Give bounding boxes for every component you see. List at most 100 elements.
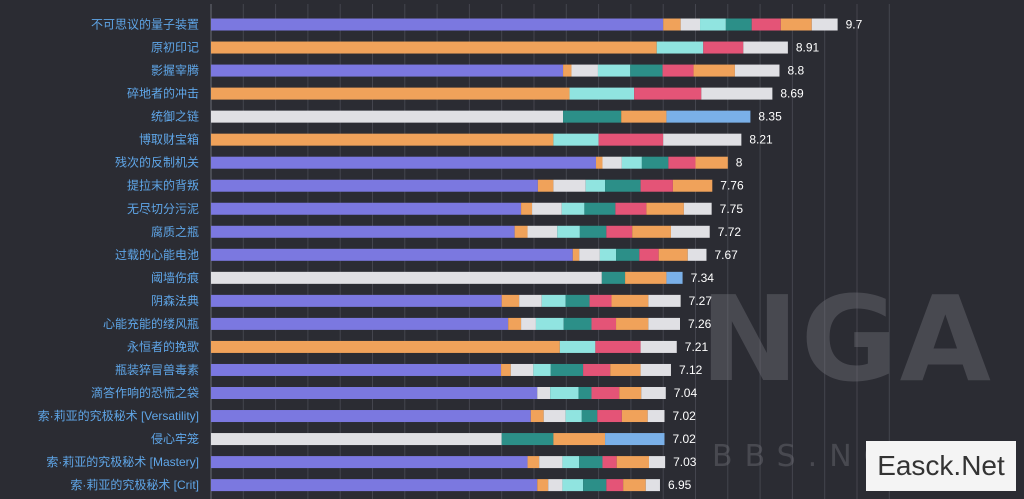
bar-segment — [687, 248, 707, 261]
bar-segment — [601, 271, 626, 284]
bar-segment — [606, 479, 624, 492]
bar-segment — [595, 340, 641, 353]
bar-segment — [211, 340, 560, 353]
bar-segment — [211, 456, 528, 469]
value-label: 8.35 — [758, 110, 782, 124]
bar-segment — [640, 179, 673, 192]
bar-segment — [632, 225, 671, 238]
bar-segment — [811, 18, 838, 31]
category-label: 提拉末的背叛 — [127, 178, 199, 193]
bar-segment — [563, 64, 572, 77]
category-label: 原初印记 — [151, 41, 199, 55]
bar-segment — [596, 156, 603, 169]
bar-row: 心能充能的缕风瓶 7.26 — [103, 316, 712, 331]
bar-row: 原初印记 8.91 — [151, 41, 820, 55]
bar-segment — [211, 18, 664, 31]
bar-segment — [599, 248, 617, 261]
bar-segment — [527, 225, 558, 238]
bar-segment — [672, 179, 713, 192]
category-label: 过载的心能电池 — [115, 247, 199, 262]
bar-segment — [648, 317, 680, 330]
category-label: 侵心牢笼 — [151, 431, 199, 446]
category-label: 统御之链 — [151, 109, 199, 124]
bar-segment — [211, 294, 502, 307]
bar-row: 索·莉亚的究极秘术 [Mastery] 7.03 — [46, 454, 697, 469]
bar-segment — [625, 271, 667, 284]
bar-segment — [591, 386, 620, 399]
bar-segment — [611, 294, 649, 307]
bar-segment — [537, 179, 554, 192]
bar-segment — [663, 18, 681, 31]
bar-segment — [211, 317, 509, 330]
category-label: 残次的反制机关 — [115, 155, 199, 170]
category-label: 索·莉亚的究极秘术 [Mastery] — [46, 454, 199, 469]
bar-row: 瓶装猝冒兽毒素 7.12 — [115, 363, 703, 377]
bar-segment — [562, 456, 580, 469]
bar-segment — [641, 156, 669, 169]
category-label: 永恒者的挽歌 — [127, 339, 199, 354]
bar-segment — [725, 18, 752, 31]
bar-segment — [532, 202, 562, 215]
bar-row: 碎地者的冲击 8.69 — [127, 86, 804, 101]
bar-segment — [656, 41, 704, 54]
brand-badge: Easck.Net — [866, 441, 1016, 491]
bar-segment — [578, 386, 592, 399]
bar-segment — [695, 156, 728, 169]
category-label: 索·莉亚的究极秘术 [Versatility] — [38, 408, 199, 423]
value-label: 6.95 — [668, 478, 692, 492]
bar-segment — [648, 294, 681, 307]
bar-segment — [211, 410, 531, 423]
bar-segment — [623, 479, 646, 492]
bar-segment — [521, 317, 536, 330]
bar-row: 影握宰腾 8.8 — [151, 63, 805, 78]
bar-row: 永恒者的挽歌 7.21 — [127, 339, 708, 354]
bar-segment — [561, 202, 585, 215]
bar-row: 统御之链 8.35 — [151, 109, 782, 124]
bar-segment — [645, 479, 660, 492]
bar-row: 滴答作响的恐慌之袋 7.04 — [91, 385, 697, 400]
bar-segment — [211, 386, 538, 399]
bar-segment — [571, 64, 598, 77]
bar-segment — [541, 294, 566, 307]
bar-segment — [583, 479, 607, 492]
bar-segment — [501, 294, 520, 307]
bar-segment — [646, 202, 684, 215]
bar-segment — [569, 87, 635, 100]
bar-row: 阴森法典 7.27 — [151, 293, 712, 308]
category-label: 滴答作响的恐慌之袋 — [91, 385, 199, 400]
value-label: 7.02 — [672, 432, 696, 446]
bar-segment — [616, 317, 649, 330]
value-label: 7.26 — [688, 317, 712, 331]
bar-segment — [621, 410, 648, 423]
bar-segment — [211, 225, 515, 238]
bar-segment — [616, 456, 649, 469]
bar-segment — [514, 225, 528, 238]
category-label: 不可思议的量子装置 — [91, 17, 199, 32]
category-label: 无尽切分污泥 — [127, 202, 199, 216]
bar-row: 腐质之瓶 7.72 — [151, 224, 741, 239]
value-label: 7.27 — [689, 294, 713, 308]
bar-segment — [751, 18, 781, 31]
bar-segment — [211, 41, 657, 54]
bar-segment — [550, 386, 579, 399]
bar-segment — [543, 410, 566, 423]
bar-segment — [533, 363, 551, 376]
bar-segment — [641, 386, 666, 399]
bar-segment — [521, 202, 533, 215]
bar-row: 博取财宝箱 8.21 — [139, 132, 773, 147]
bar-segment — [589, 294, 612, 307]
bar-segment — [734, 64, 780, 77]
bar-segment — [211, 271, 602, 284]
bar-segment — [563, 317, 592, 330]
bar-segment — [553, 133, 599, 146]
bar-segment — [658, 248, 688, 261]
bar-segment — [537, 386, 551, 399]
value-label: 8.91 — [796, 41, 820, 55]
bar-segment — [501, 363, 511, 376]
bar-segment — [703, 41, 744, 54]
bar-segment — [616, 248, 640, 261]
value-label: 7.12 — [679, 363, 703, 377]
bar-segment — [559, 340, 596, 353]
category-label: 瓶装猝冒兽毒素 — [115, 363, 199, 377]
